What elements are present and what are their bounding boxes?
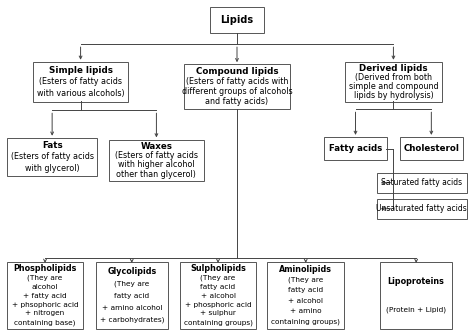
Text: containing base): containing base) — [14, 319, 76, 326]
Text: Unsaturated fatty acids: Unsaturated fatty acids — [376, 204, 467, 213]
Text: Compound lipids: Compound lipids — [196, 67, 278, 76]
FancyBboxPatch shape — [377, 199, 466, 219]
Text: with glycerol): with glycerol) — [25, 164, 80, 173]
Text: (Esters of fatty acids: (Esters of fatty acids — [10, 153, 94, 161]
Text: Lipoproteins: Lipoproteins — [388, 277, 445, 286]
Text: + sulphur: + sulphur — [200, 310, 236, 316]
Text: + phosphoric acid: + phosphoric acid — [185, 302, 251, 308]
FancyBboxPatch shape — [7, 263, 83, 329]
Text: (Protein + Lipid): (Protein + Lipid) — [386, 307, 446, 313]
Text: + nitrogen: + nitrogen — [26, 310, 64, 316]
FancyBboxPatch shape — [400, 137, 463, 160]
Text: Waxes: Waxes — [140, 142, 173, 151]
Text: Saturated fatty acids: Saturated fatty acids — [381, 178, 463, 187]
FancyBboxPatch shape — [184, 64, 290, 109]
Text: alcohol: alcohol — [32, 284, 58, 290]
FancyBboxPatch shape — [109, 140, 203, 181]
FancyBboxPatch shape — [96, 263, 168, 329]
Text: (Esters of fatty acids: (Esters of fatty acids — [39, 77, 122, 86]
FancyBboxPatch shape — [33, 62, 128, 102]
Text: lipids by hydrolysis): lipids by hydrolysis) — [354, 91, 433, 100]
Text: simple and compound: simple and compound — [348, 82, 438, 91]
Text: fatty acid: fatty acid — [288, 288, 323, 294]
Text: (Derived from both: (Derived from both — [355, 73, 432, 82]
Text: Derived lipids: Derived lipids — [359, 64, 428, 73]
Text: (They are: (They are — [288, 277, 323, 283]
Text: + carbohydrates): + carbohydrates) — [100, 317, 164, 323]
FancyBboxPatch shape — [324, 137, 387, 160]
Text: Glycolipids: Glycolipids — [107, 267, 156, 276]
Text: + alcohol: + alcohol — [201, 293, 236, 299]
Text: other than glycerol): other than glycerol) — [117, 170, 196, 179]
Text: Aminolipids: Aminolipids — [279, 265, 332, 274]
Text: Simple lipids: Simple lipids — [48, 66, 113, 75]
Text: + amino: + amino — [290, 308, 321, 314]
Text: (They are: (They are — [114, 280, 149, 287]
Text: fatty acid: fatty acid — [201, 284, 236, 290]
Text: Fats: Fats — [42, 141, 63, 150]
FancyBboxPatch shape — [267, 263, 344, 329]
FancyBboxPatch shape — [380, 263, 452, 329]
Text: (Esters of fatty acids: (Esters of fatty acids — [115, 151, 198, 160]
Text: + fatty acid: + fatty acid — [23, 293, 67, 299]
Text: (They are: (They are — [201, 275, 236, 281]
Text: and fatty acids): and fatty acids) — [205, 98, 269, 107]
FancyBboxPatch shape — [345, 62, 442, 102]
Text: different groups of alcohols: different groups of alcohols — [182, 88, 292, 97]
Text: + alcohol: + alcohol — [288, 298, 323, 304]
Text: containing groups): containing groups) — [183, 319, 253, 326]
Text: Lipids: Lipids — [220, 15, 254, 25]
Text: with various alcohols): with various alcohols) — [37, 89, 124, 98]
Text: (Esters of fatty acids with: (Esters of fatty acids with — [186, 77, 288, 86]
FancyBboxPatch shape — [8, 138, 97, 176]
FancyBboxPatch shape — [377, 173, 466, 192]
Text: Sulpholipids: Sulpholipids — [190, 264, 246, 273]
Text: Cholesterol: Cholesterol — [403, 144, 459, 153]
Text: + phsophoric acid: + phsophoric acid — [12, 302, 78, 308]
Text: containing groups): containing groups) — [271, 318, 340, 325]
Text: + amino alcohol: + amino alcohol — [101, 305, 162, 311]
Text: with higher alcohol: with higher alcohol — [118, 160, 195, 169]
FancyBboxPatch shape — [210, 7, 264, 33]
FancyBboxPatch shape — [180, 263, 256, 329]
Text: fatty acid: fatty acid — [114, 293, 149, 299]
Text: Phospholipids: Phospholipids — [13, 264, 77, 273]
Text: Fatty acids: Fatty acids — [329, 144, 382, 153]
Text: (They are: (They are — [27, 275, 63, 281]
